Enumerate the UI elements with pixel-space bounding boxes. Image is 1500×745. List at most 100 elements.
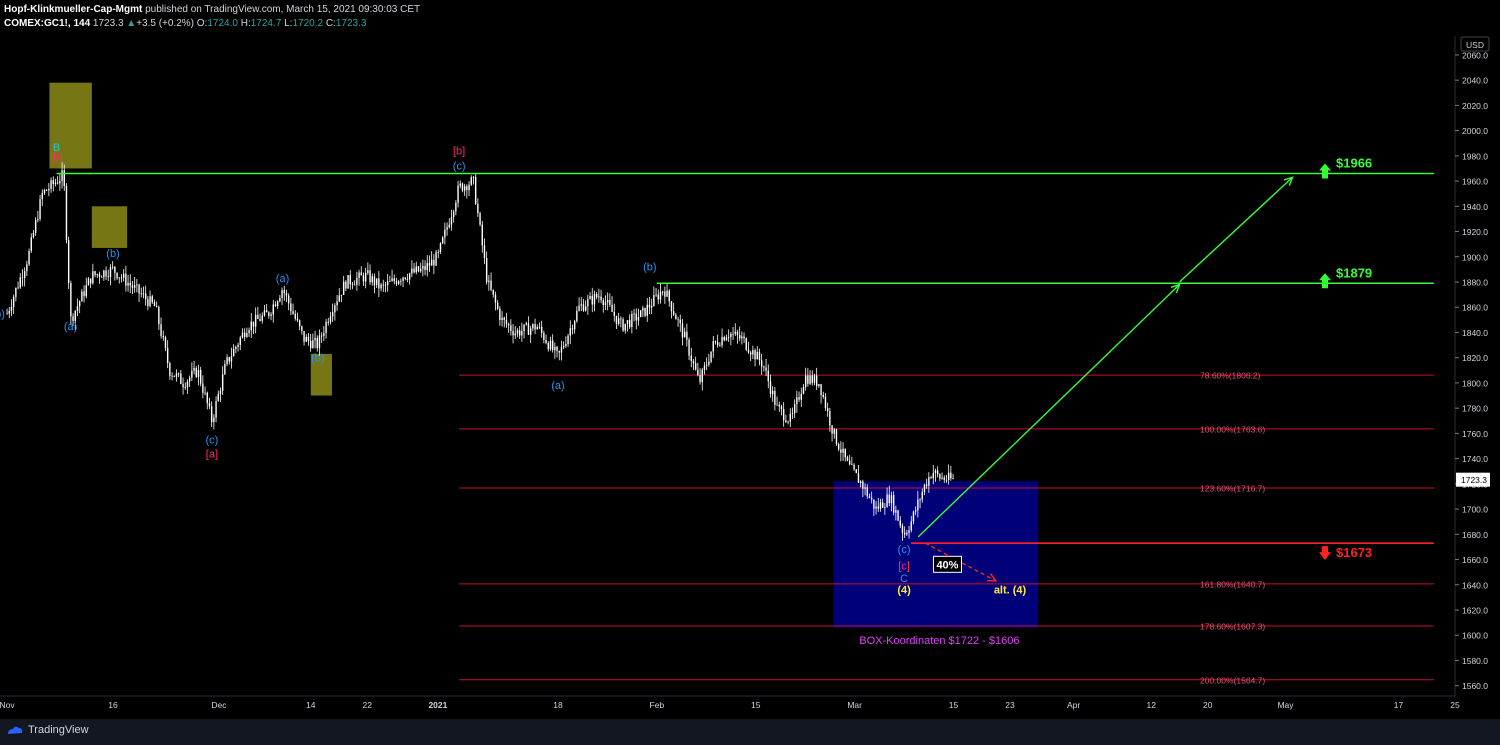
candle-body-156 [349, 275, 351, 285]
candle-body-373 [826, 408, 829, 411]
candle-body-322 [714, 341, 717, 343]
candle-body-34 [81, 291, 83, 302]
candle-body-415 [919, 499, 921, 501]
candle-body-37 [87, 278, 90, 286]
candle-body-6 [19, 277, 21, 288]
candle-body-299 [664, 291, 666, 297]
level-label-0: $1966 [1336, 156, 1372, 171]
candles-layer[interactable] [6, 162, 954, 541]
candle-body-208 [463, 186, 466, 191]
candle-body-281 [624, 323, 626, 331]
candle-body-236 [525, 323, 527, 325]
candle-body-204 [455, 202, 457, 212]
candle-body-410 [908, 530, 910, 533]
candle-body-419 [928, 477, 930, 486]
candle-body-129 [290, 303, 292, 312]
candle-body-24 [59, 180, 61, 184]
candle-body-229 [510, 325, 512, 331]
candle-body-87 [197, 369, 200, 377]
candle-body-27 [65, 185, 68, 241]
candle-body-344 [763, 366, 765, 368]
candle-body-327 [725, 337, 728, 341]
candle-body-117 [263, 310, 266, 316]
candle-body-72 [164, 337, 167, 349]
candle-body-77 [175, 373, 178, 377]
candle-body-26 [63, 170, 65, 186]
candle-body-115 [259, 318, 261, 321]
candle-body-56 [129, 282, 131, 286]
candle-body-279 [620, 318, 622, 320]
candle-body-136 [305, 337, 307, 342]
level-label-2: $1673 [1336, 545, 1372, 560]
y-tick-label-1: 2040.0 [1462, 76, 1488, 86]
candle-body-289 [642, 307, 644, 311]
candle-body-199 [444, 229, 446, 238]
candle-body-300 [666, 290, 668, 297]
y-tick-label-11: 1840.0 [1462, 328, 1488, 338]
candle-body-296 [657, 294, 659, 300]
candle-body-148 [331, 312, 334, 317]
candle-body-75 [171, 375, 173, 377]
symbol-label: COMEX:GC1!, 144 [4, 18, 91, 29]
candle-body-425 [941, 477, 943, 479]
candle-body-392 [868, 496, 871, 498]
candle-body-207 [461, 183, 464, 191]
candle-body-358 [793, 404, 796, 414]
candle-body-274 [609, 299, 611, 305]
candle-body-253 [562, 346, 565, 348]
candle-body-317 [703, 365, 706, 370]
candle-body-301 [668, 290, 670, 302]
candle-body-108 [243, 332, 246, 338]
candle-body-249 [554, 346, 556, 351]
time-axis[interactable]: Nov 16 Dec 14 22 2021 18 Feb 15 Mar 15 23 Apr 12 20 May… [0, 695, 1460, 710]
candle-body-297 [659, 291, 662, 300]
publisher-name[interactable]: Hopf-Klinkmueller-Cap-Mgmt [4, 4, 143, 15]
candle-body-351 [778, 404, 780, 407]
y-tick-label-4: 1980.0 [1462, 151, 1488, 161]
candle-body-163 [364, 272, 367, 282]
x-tick-label-17: 25 [1450, 700, 1460, 710]
candle-body-375 [831, 425, 833, 434]
candle-body-121 [272, 304, 274, 315]
candle-body-96 [217, 393, 219, 401]
candle-body-394 [873, 499, 875, 509]
candle-body-58 [133, 285, 136, 288]
candle-body-159 [356, 277, 358, 285]
percent-label: 40% [936, 559, 958, 571]
candle-body-350 [776, 404, 778, 406]
candle-body-315 [699, 375, 701, 383]
candle-body-329 [730, 333, 732, 337]
candle-body-244 [543, 332, 545, 341]
tradingview-logo[interactable]: TradingView [6, 724, 89, 736]
candle-body-175 [391, 278, 393, 281]
candle-body-238 [529, 328, 532, 335]
candle-body-304 [675, 314, 677, 320]
candle-body-191 [426, 263, 428, 271]
candle-body-232 [516, 330, 519, 334]
candle-body-242 [538, 326, 541, 328]
candle-body-396 [877, 506, 879, 509]
candle-body-138 [309, 340, 312, 348]
candle-body-119 [268, 312, 270, 316]
candle-body-411 [910, 521, 912, 531]
shaded-box-3 [310, 353, 332, 396]
candle-body-89 [202, 383, 204, 393]
candle-body-275 [611, 304, 613, 312]
candle-body-343 [760, 360, 763, 367]
candle-body-160 [358, 272, 360, 278]
high-label: H: [240, 18, 251, 29]
candle-body-406 [899, 520, 901, 526]
candle-body-426 [943, 477, 945, 480]
price-chart[interactable]: 78.60%(1806.2) 100.00%(1763.6) 123.60%(171… [0, 0, 1500, 719]
candle-body-393 [870, 497, 873, 500]
candle-body-165 [369, 270, 371, 283]
footer-bar: TradingView [0, 719, 1500, 745]
candle-body-414 [917, 499, 919, 511]
y-tick-label-16: 1740.0 [1462, 454, 1488, 464]
candle-body-255 [567, 335, 569, 344]
candle-body-391 [866, 487, 868, 497]
x-tick-label-12: Apr [1067, 700, 1080, 710]
candle-body-404 [895, 510, 897, 513]
candle-body-110 [248, 330, 250, 334]
